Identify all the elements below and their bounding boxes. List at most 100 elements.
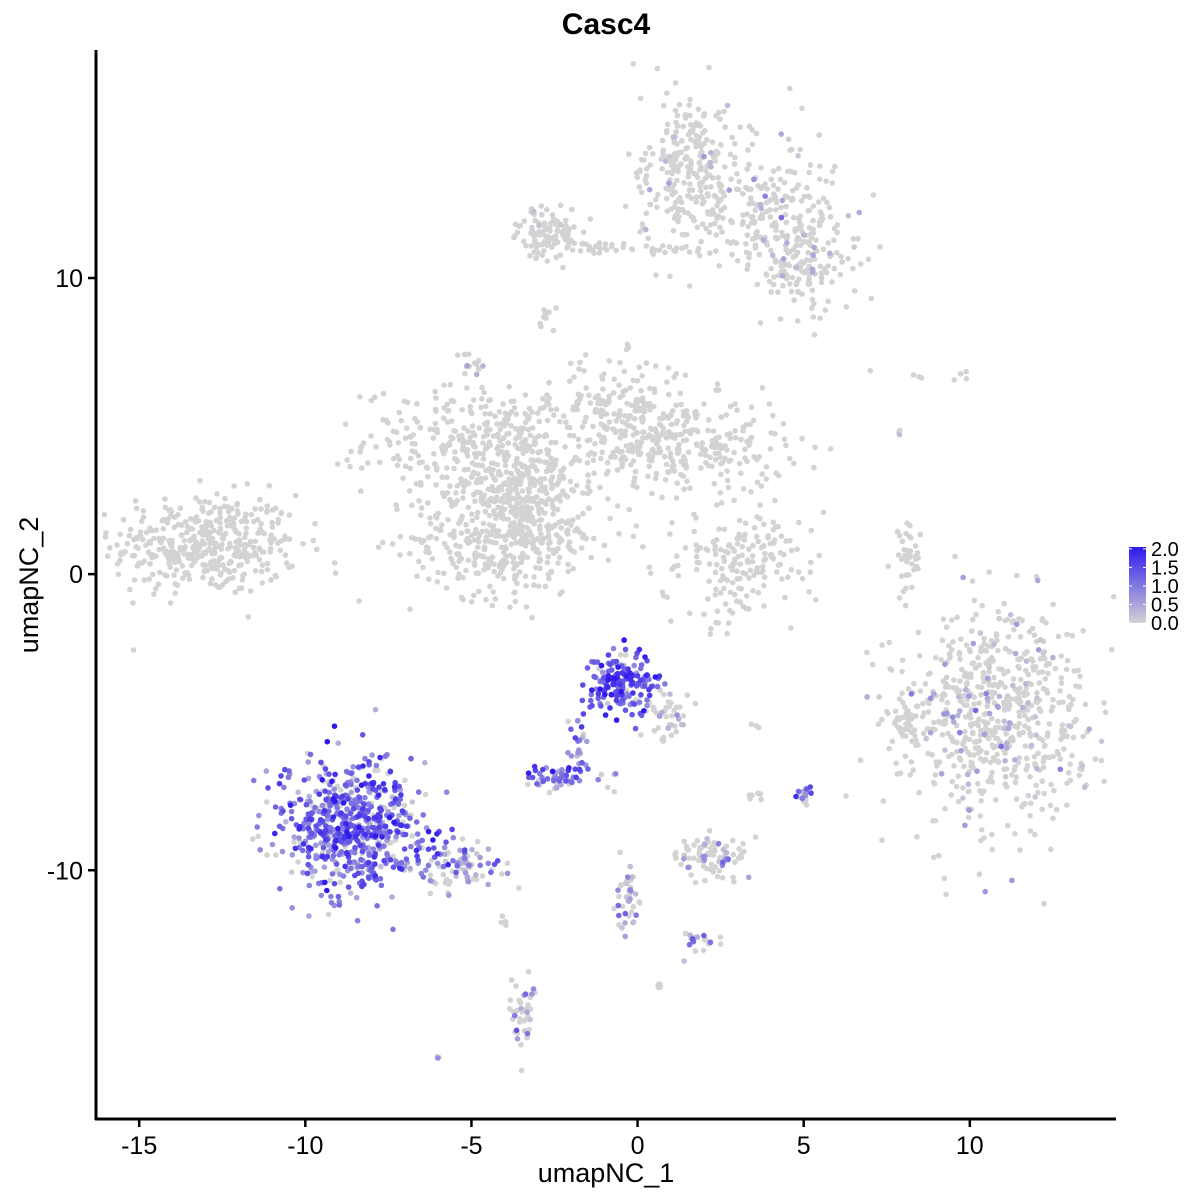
cell-point (693, 553, 700, 560)
cell-point (1024, 763, 1031, 769)
cell-point (755, 790, 761, 796)
cell-point (698, 149, 704, 156)
cell-point (468, 410, 475, 417)
cell-point (590, 457, 597, 464)
cell-point (688, 158, 694, 164)
cell-point (683, 407, 690, 414)
cell-point (694, 837, 701, 844)
cell-point (652, 674, 659, 680)
cell-point (306, 882, 313, 889)
cell-point (678, 431, 685, 438)
cell-point (976, 662, 982, 668)
cell-point (951, 763, 957, 769)
cell-point (124, 540, 131, 547)
cell-point (555, 545, 561, 552)
cell-point (905, 572, 912, 578)
cell-point (441, 382, 447, 389)
cell-point (762, 193, 768, 199)
cell-point (673, 402, 679, 409)
cell-point (1081, 784, 1088, 790)
cell-point (708, 184, 714, 190)
cell-point (741, 532, 748, 539)
cell-point (487, 486, 494, 493)
cell-point (1075, 667, 1081, 674)
cell-point (407, 455, 414, 462)
cell-point (719, 229, 725, 235)
cell-point (728, 176, 734, 182)
cell-point (355, 870, 362, 877)
cell-point (744, 166, 750, 172)
cell-point (886, 745, 892, 752)
cell-point (634, 174, 641, 181)
cell-point (409, 448, 416, 454)
cell-point (343, 821, 349, 827)
cell-point (829, 168, 836, 175)
cell-point (694, 224, 701, 230)
cell-point (445, 861, 452, 868)
cell-point (611, 905, 617, 912)
cell-point (749, 141, 756, 148)
cell-point (1050, 696, 1056, 703)
cell-point (1037, 656, 1044, 662)
cell-point (700, 947, 707, 954)
cell-point (778, 204, 784, 211)
cell-point (336, 902, 343, 908)
cell-point (706, 561, 713, 567)
cell-point (600, 398, 606, 404)
cell-point (535, 449, 541, 456)
cell-point (537, 320, 543, 327)
cell-point (358, 488, 364, 495)
cell-point (511, 398, 517, 405)
cell-point (360, 801, 367, 807)
cell-point (392, 779, 399, 786)
cell-point (517, 495, 523, 501)
cell-point (677, 195, 683, 201)
cell-point (717, 590, 724, 596)
cell-point (514, 580, 520, 587)
cell-point (699, 440, 706, 446)
cell-point (659, 166, 665, 172)
cell-point (324, 887, 330, 894)
cell-point (717, 546, 724, 553)
cell-point (347, 810, 354, 817)
cell-point (864, 694, 870, 700)
cell-point (533, 564, 539, 571)
cell-point (738, 436, 744, 443)
cell-point (1070, 734, 1077, 741)
cell-point (641, 408, 648, 415)
cell-point (572, 528, 578, 534)
cell-point (686, 102, 692, 108)
cell-point (518, 429, 525, 436)
cell-point (218, 546, 225, 552)
cell-point (514, 229, 521, 236)
cell-point (557, 498, 564, 504)
cell-point (772, 220, 778, 226)
cell-point (1032, 831, 1038, 838)
cell-point (562, 492, 569, 499)
cell-point (1004, 745, 1010, 751)
cell-point (995, 647, 1001, 654)
cell-point (801, 270, 807, 276)
cell-point (427, 515, 433, 521)
cell-point (523, 583, 529, 589)
cell-point (278, 773, 284, 779)
cell-point (541, 248, 547, 254)
cell-point (493, 515, 499, 521)
cell-point (807, 784, 814, 790)
cell-point (281, 784, 287, 791)
cell-point (409, 799, 416, 805)
cell-point (1026, 628, 1033, 635)
cell-point (211, 547, 218, 554)
cell-point (344, 806, 350, 812)
cell-point (717, 934, 724, 940)
cell-point (824, 199, 830, 206)
cell-point (1046, 754, 1053, 761)
cell-point (340, 873, 347, 879)
cell-point (807, 162, 814, 168)
cell-point (812, 444, 818, 451)
cell-point (1053, 806, 1060, 813)
cell-point (618, 882, 624, 888)
cell-point (617, 651, 624, 658)
cell-point (356, 794, 363, 801)
cell-point (740, 212, 746, 218)
